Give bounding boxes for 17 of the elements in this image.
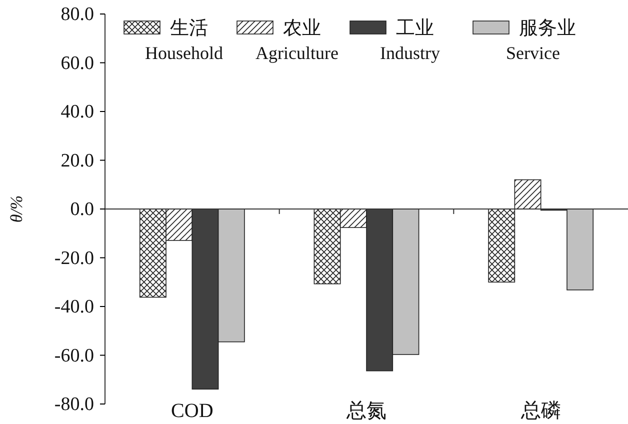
x-tick-label: 总磷 xyxy=(520,400,561,422)
x-tick-label: COD xyxy=(171,400,214,422)
y-tick-label: 20.0 xyxy=(60,150,94,172)
legend-label: 农业 Agriculture xyxy=(256,18,338,63)
y-tick-label: 40.0 xyxy=(60,102,94,123)
y-tick-label: 80.0 xyxy=(60,4,94,26)
x-tick-label: 总氮 xyxy=(346,400,386,422)
legend-label: 生活 Household xyxy=(145,18,223,63)
y-tick-label: -80.0 xyxy=(54,394,94,416)
y-axis-title: θ/% xyxy=(7,195,26,223)
y-tick-label: -60.0 xyxy=(54,345,94,366)
y-tick-label: 60.0 xyxy=(60,52,94,74)
legend-label: 服务业 Service xyxy=(506,18,576,63)
y-tick-label: -20.0 xyxy=(54,248,94,269)
legend-label: 工业 Industry xyxy=(380,18,440,63)
y-tick-label: 0.0 xyxy=(70,199,94,220)
y-tick-label: -40.0 xyxy=(54,296,94,318)
